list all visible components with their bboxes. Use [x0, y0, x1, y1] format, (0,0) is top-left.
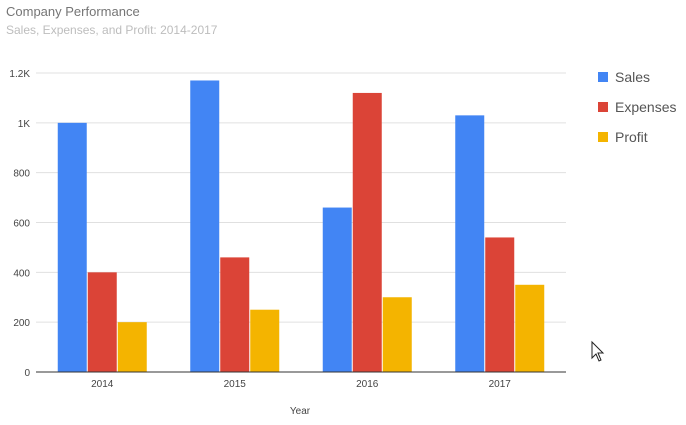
x-axis-title: Year: [290, 406, 311, 417]
legend-swatch: [598, 132, 608, 142]
mouse-pointer-icon: [591, 340, 605, 362]
bar-sales-2014[interactable]: [57, 122, 87, 372]
y-tick-label: 0: [24, 368, 30, 379]
bar-expenses-2017[interactable]: [485, 237, 515, 372]
x-tick-label: 2015: [224, 379, 247, 390]
x-tick-label: 2017: [489, 379, 512, 390]
y-axis-ticks: 0 200 400 600 800 1K 1.2K: [9, 69, 30, 379]
bar-expenses-2015[interactable]: [220, 257, 250, 372]
legend-item-sales[interactable]: Sales: [598, 69, 650, 85]
x-tick-label: 2014: [91, 379, 114, 390]
bar-profit-2017[interactable]: [515, 284, 545, 372]
bar-profit-2016[interactable]: [382, 297, 412, 372]
bar-sales-2015[interactable]: [190, 80, 220, 372]
y-tick-label: 600: [13, 219, 30, 230]
y-tick-label: 1.2K: [9, 69, 30, 80]
legend-label: Sales: [615, 69, 650, 85]
legend-item-expenses[interactable]: Expenses: [598, 99, 676, 115]
legend-item-profit[interactable]: Profit: [598, 129, 648, 145]
chart-title: Company Performance: [6, 4, 140, 19]
bar-profit-2015[interactable]: [250, 309, 280, 372]
y-tick-label: 200: [13, 318, 30, 329]
legend-label: Expenses: [615, 99, 676, 115]
bar-sales-2016[interactable]: [322, 207, 352, 372]
bar-expenses-2016[interactable]: [352, 92, 382, 372]
bar-expenses-2014[interactable]: [87, 272, 117, 372]
legend-swatch: [598, 102, 608, 112]
bar-profit-2014[interactable]: [117, 322, 147, 372]
legend-label: Profit: [615, 129, 648, 145]
x-tick-label: 2016: [356, 379, 379, 390]
legend: Sales Expenses Profit: [598, 69, 676, 145]
y-tick-label: 1K: [18, 119, 31, 130]
bars: [57, 80, 545, 372]
legend-swatch: [598, 72, 608, 82]
y-tick-label: 800: [13, 169, 30, 180]
bar-sales-2017[interactable]: [455, 115, 485, 372]
y-tick-label: 400: [13, 268, 30, 279]
chart-subtitle: Sales, Expenses, and Profit: 2014-2017: [6, 23, 218, 37]
x-axis-ticks: 2014 2015 2016 2017: [91, 379, 511, 390]
